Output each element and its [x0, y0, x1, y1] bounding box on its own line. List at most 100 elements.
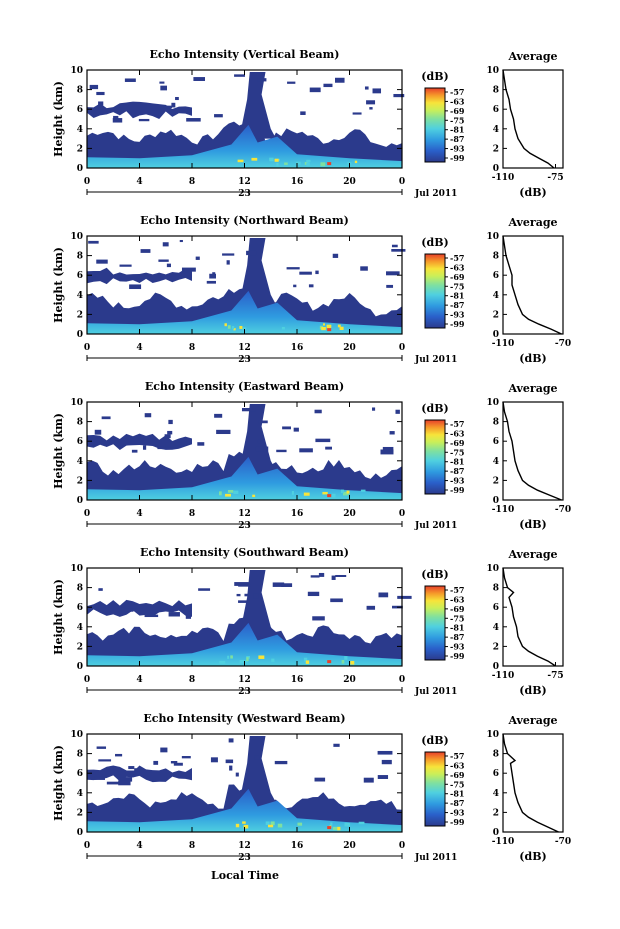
echo-fragment: [395, 409, 400, 414]
avg-x-tick-label: -70: [555, 505, 571, 515]
echo-fragment: [238, 584, 251, 587]
colorbar: [424, 751, 446, 827]
x-tick-label: 20: [343, 343, 356, 353]
colorbar-unit: (dB): [421, 568, 448, 581]
echo-fragment: [318, 572, 325, 577]
y-tick-label: 2: [77, 642, 83, 652]
x-tick-label: 4: [136, 675, 142, 685]
strong-echo-cell: [291, 491, 294, 495]
echo-fragment: [281, 583, 293, 587]
strong-echo-cell: [303, 657, 308, 662]
echo-fragment: [181, 267, 196, 272]
strong-echo-cell: [243, 824, 249, 829]
echo-fragment: [369, 107, 373, 110]
strong-echo-cell: [342, 491, 349, 496]
echo-fragment: [241, 407, 256, 412]
colorbar-tick-label: -63: [450, 594, 465, 604]
strong-echo-cell: [270, 821, 275, 826]
colorbar-tick-label: -99: [450, 651, 465, 661]
strong-echo-cell: [358, 821, 365, 825]
x-tick-label: 16: [291, 509, 304, 519]
strong-echo-cell: [242, 821, 246, 824]
panel-title: Echo Intensity (Eastward Beam): [145, 380, 344, 393]
colorbar-tick-label: -99: [450, 817, 465, 827]
x-tick-label: 20: [343, 675, 356, 685]
colorbar-tick-label: -81: [450, 623, 464, 633]
beam-panel-0: Echo Intensity (Vertical Beam) 0 2 4 6 8 10 0 4 8…: [52, 48, 564, 199]
panel-title: Echo Intensity (Southward Beam): [140, 546, 349, 559]
strong-echo-cell: [251, 157, 258, 161]
echo-fragment: [138, 118, 150, 122]
y-tick-label: 6: [77, 437, 83, 447]
x-tick-label: 12: [238, 675, 251, 685]
average-profile-line: [502, 235, 562, 335]
heatmap-field: [87, 569, 412, 666]
strong-echo-cell: [224, 323, 227, 327]
average-profile-line: [502, 69, 555, 169]
colorbar-tick-label: -69: [450, 438, 465, 448]
colorbar-unit: (dB): [421, 402, 448, 415]
strong-echo-cell: [330, 822, 333, 826]
avg-y-tick-label: 6: [493, 603, 499, 613]
y-tick-label: 6: [77, 271, 83, 281]
strong-echo-cell: [233, 328, 236, 331]
strong-echo-cell: [276, 162, 279, 167]
echo-fragment: [164, 434, 171, 439]
y-tick-label: 0: [77, 496, 83, 506]
x-tick-label: 8: [189, 509, 195, 519]
echo-fragment: [168, 612, 180, 617]
x-tick-label: 0: [399, 177, 405, 187]
day-label: 23: [238, 189, 251, 199]
echo-fragment: [238, 600, 248, 603]
echo-fragment: [96, 259, 108, 264]
echo-fragment: [315, 270, 319, 275]
avg-y-tick-label: 6: [493, 271, 499, 281]
strong-echo-cell: [227, 325, 231, 329]
strong-echo-cell: [244, 660, 248, 663]
strong-echo-cell: [339, 326, 344, 330]
echo-fragment: [121, 603, 126, 608]
x-tick-label: 20: [343, 841, 356, 851]
y-axis-label: Height (km): [52, 579, 65, 655]
echo-fragment: [170, 761, 178, 764]
echo-fragment: [186, 118, 201, 122]
colorbar-tick-label: -99: [450, 153, 465, 163]
echo-fragment: [115, 753, 123, 757]
x-tick-label: 0: [399, 509, 405, 519]
panel-title: Echo Intensity (Westward Beam): [143, 712, 345, 725]
avg-xlabel: (dB): [519, 850, 546, 863]
echo-fragment: [179, 239, 183, 243]
avg-y-tick-label: 4: [493, 291, 499, 301]
y-axis-label: Height (km): [52, 413, 65, 489]
average-title: Average: [507, 50, 557, 63]
echo-fragment: [175, 96, 179, 101]
echo-fragment: [125, 770, 136, 775]
echo-fragment: [286, 267, 300, 270]
echo-fragment: [254, 755, 260, 760]
colorbar: [424, 585, 446, 661]
average-title: Average: [507, 548, 557, 561]
day-label: 23: [238, 687, 251, 697]
colorbar-tick-label: -63: [450, 96, 465, 106]
date-label: Jul 2011: [414, 521, 457, 531]
strong-echo-cell: [360, 489, 366, 492]
x-tick-label: 4: [136, 509, 142, 519]
echo-fragment: [195, 256, 200, 260]
y-tick-label: 4: [77, 125, 83, 135]
strong-echo-cell: [344, 822, 351, 827]
echo-fragment: [382, 446, 394, 452]
colorbar-tick-label: -63: [450, 262, 465, 272]
x-tick-label: 20: [343, 509, 356, 519]
strong-echo-cell: [246, 657, 249, 662]
avg-y-tick-label: 0: [493, 496, 499, 506]
echo-fragment: [131, 449, 138, 453]
strong-echo-cell: [354, 160, 358, 164]
colorbar-tick-label: -57: [450, 87, 464, 97]
day-label: 23: [238, 521, 251, 531]
convective-plume: [239, 735, 276, 803]
avg-x-tick-label: -110: [492, 671, 515, 681]
x-tick-label: 12: [238, 177, 251, 187]
y-tick-label: 4: [77, 457, 83, 467]
day-label: 23: [238, 853, 251, 863]
avg-y-tick-label: 8: [493, 252, 499, 262]
